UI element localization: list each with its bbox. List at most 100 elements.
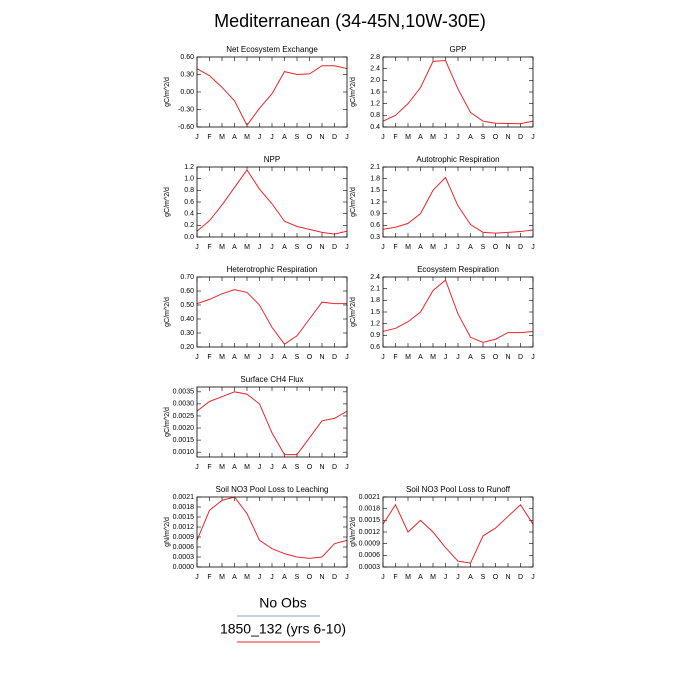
- x-tick-label: M: [430, 354, 436, 361]
- y-tick-label: 1.8: [370, 176, 380, 183]
- x-tick-label: A: [232, 244, 237, 251]
- x-tick-label: J: [381, 574, 385, 581]
- panel: Heterotrophic Respiration gC/m^2/d 0.20 0.3…: [164, 265, 349, 361]
- x-tick-label: O: [493, 574, 499, 581]
- x-tick-label: J: [270, 464, 274, 471]
- y-axis-label: gC/m^2/d: [350, 187, 357, 217]
- x-tick-label: M: [219, 354, 225, 361]
- y-tick-label: 0.2: [184, 222, 194, 229]
- x-tick-label: A: [418, 134, 423, 141]
- y-tick-label: 0.60: [180, 288, 194, 295]
- y-tick-label: 0.3: [370, 234, 380, 241]
- x-tick-label: M: [244, 464, 250, 471]
- panel-title: Soil NO3 Pool Loss to Leaching: [216, 485, 329, 494]
- y-tick-label: 0.0006: [359, 552, 381, 559]
- x-tick-label: A: [468, 354, 473, 361]
- x-tick-label: F: [393, 354, 397, 361]
- x-tick-label: M: [430, 134, 436, 141]
- data-line: [197, 289, 347, 345]
- x-tick-label: J: [531, 134, 535, 141]
- x-tick-label: M: [405, 574, 411, 581]
- x-tick-label: J: [345, 354, 349, 361]
- y-tick-label: 1.6: [370, 89, 380, 96]
- plot-frame: [196, 56, 348, 128]
- data-line: [383, 176, 533, 234]
- x-tick-label: J: [345, 244, 349, 251]
- data-line: [383, 503, 533, 564]
- x-tick-label: J: [195, 134, 199, 141]
- x-tick-label: A: [232, 464, 237, 471]
- y-tick-label: 0.4: [370, 124, 380, 131]
- x-tick-label: F: [393, 244, 397, 251]
- y-tick-label: 0.6: [370, 344, 380, 351]
- x-tick-label: D: [332, 464, 337, 471]
- y-tick-label: 0.70: [180, 274, 194, 281]
- x-tick-label: M: [244, 354, 250, 361]
- x-tick-label: M: [219, 134, 225, 141]
- x-tick-label: J: [195, 464, 199, 471]
- y-axis-label: gC/m^2/d: [164, 77, 171, 107]
- x-tick-label: S: [295, 464, 300, 471]
- panel-title: GPP: [450, 45, 467, 54]
- x-tick-label: O: [493, 244, 499, 251]
- x-tick-label: O: [307, 244, 313, 251]
- y-axis-label: gN/m^2/d: [164, 517, 171, 547]
- x-tick-label: S: [295, 244, 300, 251]
- x-tick-label: A: [232, 354, 237, 361]
- y-tick-label: 0.4: [184, 211, 194, 218]
- x-tick-label: D: [518, 574, 523, 581]
- x-tick-label: A: [418, 244, 423, 251]
- x-tick-label: N: [505, 134, 510, 141]
- x-tick-label: F: [207, 244, 211, 251]
- y-tick-label: 0.60: [180, 54, 194, 61]
- y-tick-label: 0.0012: [173, 524, 195, 531]
- x-tick-label: N: [319, 464, 324, 471]
- data-line: [197, 497, 347, 559]
- x-tick-label: A: [282, 464, 287, 471]
- y-tick-label: 1.2: [370, 101, 380, 108]
- x-tick-label: J: [258, 464, 262, 471]
- x-tick-label: J: [258, 244, 262, 251]
- plot-frame: [382, 496, 534, 568]
- y-tick-label: 0.30: [180, 330, 194, 337]
- x-tick-label: N: [319, 574, 324, 581]
- plot-frame: [196, 276, 348, 348]
- x-tick-label: O: [307, 464, 313, 471]
- x-tick-label: D: [332, 134, 337, 141]
- panel-title: NPP: [264, 155, 280, 164]
- x-tick-label: O: [307, 134, 313, 141]
- x-tick-label: D: [332, 244, 337, 251]
- y-tick-label: 0.0018: [173, 504, 195, 511]
- x-tick-label: J: [345, 464, 349, 471]
- y-tick-label: 0.20: [180, 344, 194, 351]
- data-line: [197, 169, 347, 235]
- y-tick-label: 0.0000: [173, 564, 195, 571]
- panel: Autotrophic Respiration gC/m^2/d 0.3 0.6 0.9…: [350, 155, 535, 251]
- legend-label: No Obs: [259, 595, 306, 611]
- x-tick-label: O: [307, 354, 313, 361]
- x-tick-label: A: [468, 574, 473, 581]
- y-tick-label: 0.9: [370, 211, 380, 218]
- y-tick-label: 0.0010: [173, 449, 195, 456]
- y-tick-label: 0.0020: [173, 425, 195, 432]
- y-tick-label: 0.00: [180, 89, 194, 96]
- plot-frame: [382, 276, 534, 348]
- y-tick-label: 2.1: [370, 164, 380, 171]
- x-tick-label: M: [219, 244, 225, 251]
- x-tick-label: F: [207, 354, 211, 361]
- x-tick-label: A: [232, 574, 237, 581]
- x-tick-label: J: [456, 134, 460, 141]
- y-tick-label: 0.0035: [173, 389, 195, 396]
- x-tick-label: J: [381, 134, 385, 141]
- panel-title: Autotrophic Respiration: [416, 155, 499, 164]
- y-axis-label: gC/m^2/d: [350, 77, 357, 107]
- x-tick-label: M: [244, 244, 250, 251]
- x-tick-label: J: [345, 134, 349, 141]
- x-tick-label: N: [505, 244, 510, 251]
- x-tick-label: S: [295, 354, 300, 361]
- plot-frame: [382, 166, 534, 238]
- x-tick-label: J: [270, 574, 274, 581]
- x-tick-label: A: [418, 574, 423, 581]
- y-tick-label: 1.2: [370, 321, 380, 328]
